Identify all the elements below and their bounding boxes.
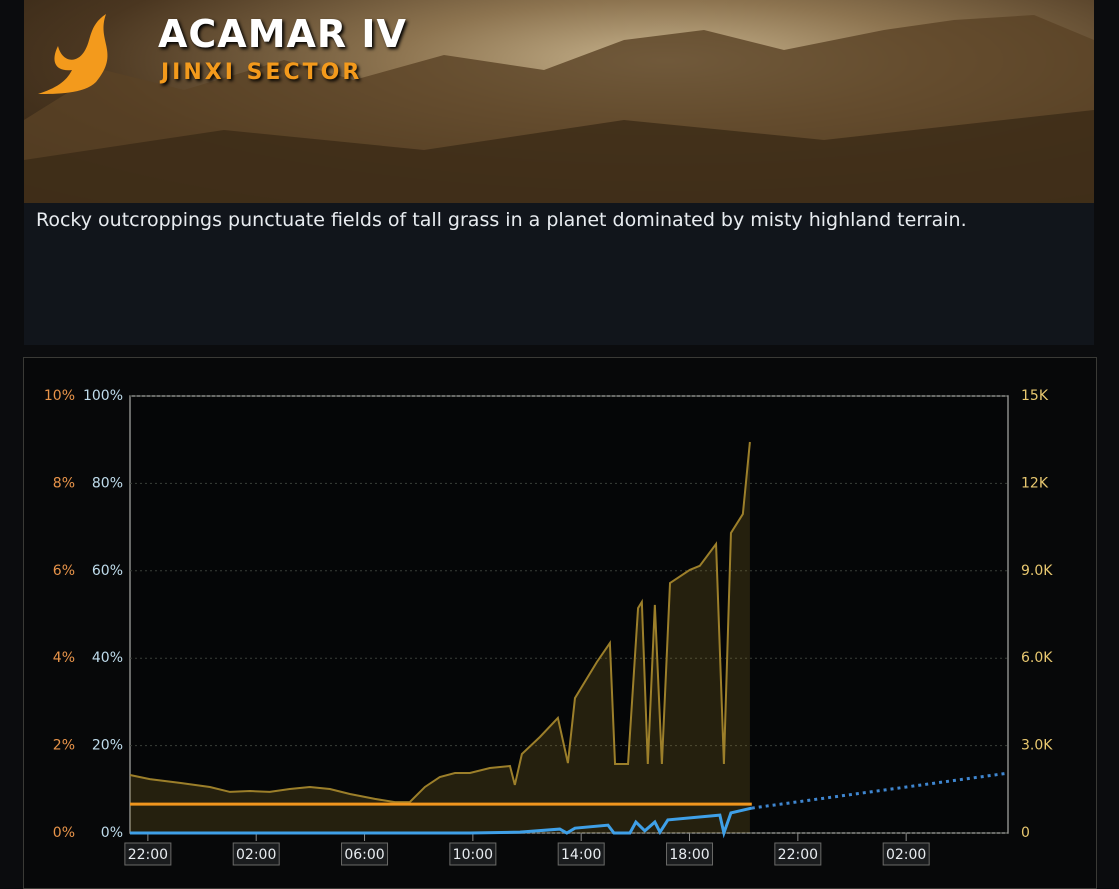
- y-tick-label: 100%: [83, 388, 123, 404]
- y-tick-label: 0%: [101, 825, 123, 841]
- landscape: [24, 15, 1094, 203]
- y2-tick-label: 9.0K: [1021, 563, 1053, 579]
- x-tick-box: [232, 842, 280, 866]
- x-tick-label: 02:00: [886, 847, 926, 863]
- y3-tick-label: 10%: [44, 388, 75, 404]
- y3-tick-label: 8%: [53, 475, 75, 491]
- y-tick-label: 80%: [92, 475, 123, 491]
- x-tick-label: 18:00: [669, 847, 709, 863]
- faction-logo: [38, 14, 108, 94]
- x-tick-box: [449, 842, 497, 866]
- x-tick-box: [124, 842, 172, 866]
- series-line: [130, 806, 753, 839]
- x-tick-label: 14:00: [561, 847, 601, 863]
- y2-tick-label: 3.0K: [1021, 738, 1053, 754]
- projection-line: [751, 771, 1009, 810]
- y3-tick-label: 4%: [53, 650, 75, 666]
- series-area: [130, 442, 750, 833]
- y3-tick-label: 0%: [53, 825, 75, 841]
- x-tick-box: [341, 842, 389, 866]
- x-tick-box: [882, 842, 930, 866]
- y-tick-label: 40%: [92, 650, 123, 666]
- y2-tick-label: 0: [1021, 825, 1030, 841]
- series-line: [129, 441, 751, 804]
- x-tick-label: 10:00: [453, 847, 493, 863]
- x-tick-label: 02:00: [236, 847, 276, 863]
- planet-banner: ACAMAR IV JINXI SECTOR: [24, 0, 1094, 203]
- x-tick-box: [557, 842, 605, 866]
- x-tick-label: 06:00: [344, 847, 384, 863]
- x-tick-label: 22:00: [128, 847, 168, 863]
- y2-tick-label: 15K: [1021, 388, 1049, 404]
- y2-tick-label: 6.0K: [1021, 650, 1053, 666]
- y2-tick-label: 12K: [1021, 475, 1049, 491]
- y-tick-label: 60%: [92, 563, 123, 579]
- x-tick-label: 22:00: [778, 847, 818, 863]
- sector-name: JINXI SECTOR: [161, 60, 363, 85]
- y3-tick-label: 2%: [53, 738, 75, 754]
- x-tick-box: [666, 842, 714, 866]
- y3-tick-label: 6%: [53, 563, 75, 579]
- planet-description: Rocky outcroppings punctuate fields of t…: [24, 203, 1094, 345]
- planet-name: ACAMAR IV: [158, 12, 407, 56]
- y-tick-label: 20%: [92, 738, 123, 754]
- x-tick-box: [774, 842, 822, 866]
